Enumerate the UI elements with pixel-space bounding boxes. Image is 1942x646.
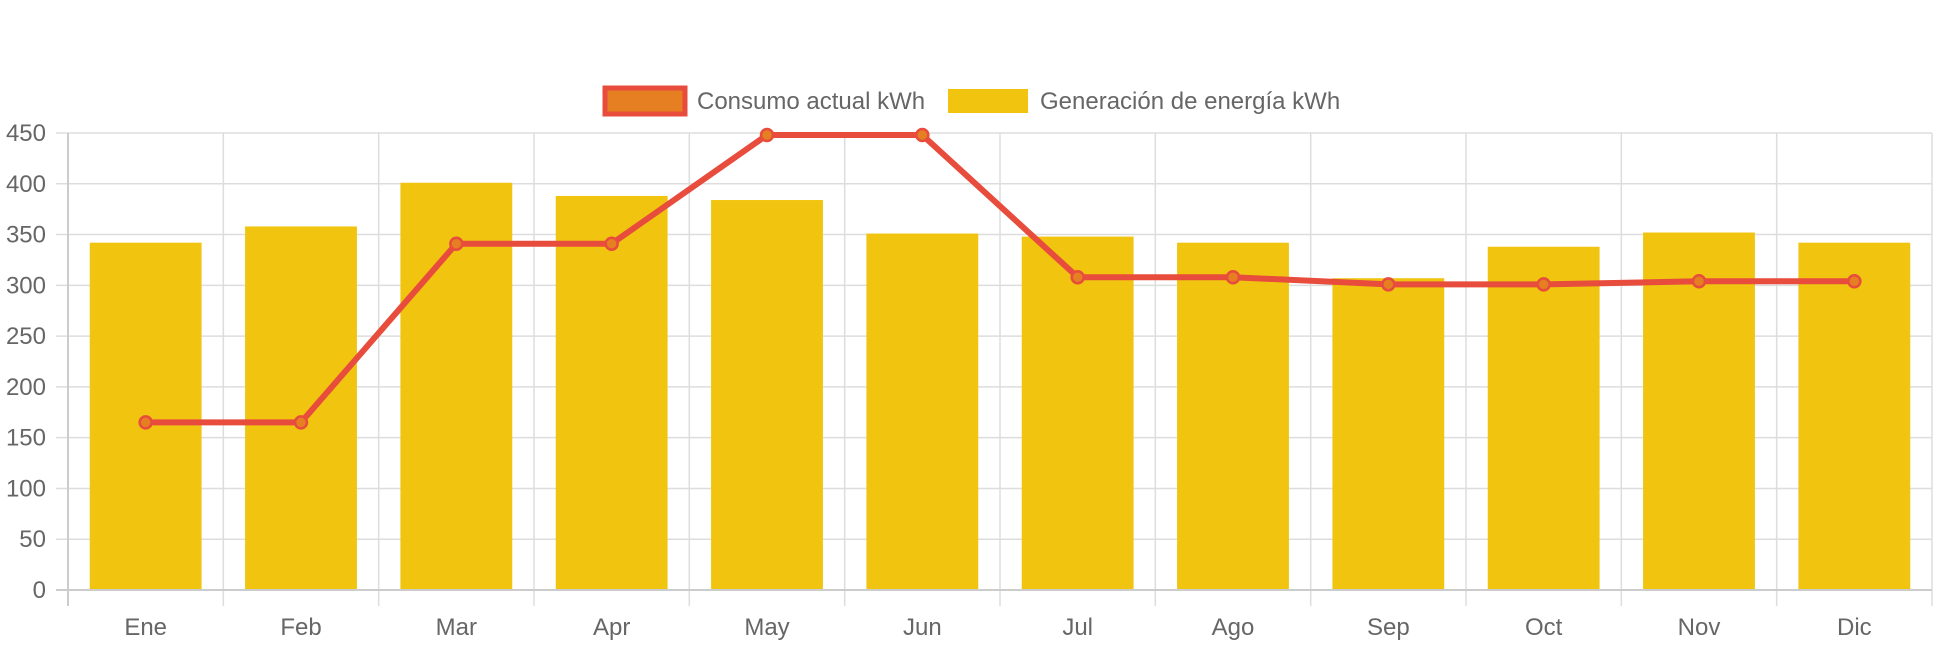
- x-tick-label: Oct: [1525, 614, 1563, 641]
- point-consumo[interactable]: [1536, 277, 1551, 292]
- bar-generacion[interactable]: [245, 226, 357, 591]
- bar-generacion[interactable]: [1643, 232, 1755, 590]
- point-consumo[interactable]: [138, 415, 153, 430]
- legend-label-generacion[interactable]: Generación de energía kWh: [1040, 88, 1340, 115]
- y-tick-label: 50: [19, 526, 46, 553]
- bar-generacion[interactable]: [1177, 242, 1289, 590]
- bar-generacion[interactable]: [1021, 236, 1134, 590]
- y-tick-label: 250: [6, 323, 46, 350]
- bar-generacion[interactable]: [711, 200, 823, 590]
- x-tick-label: Ene: [124, 614, 167, 641]
- x-tick-label: May: [744, 614, 789, 641]
- x-tick-label: Feb: [280, 614, 321, 641]
- legend-swatch-consumo[interactable]: [602, 85, 688, 117]
- point-consumo[interactable]: [759, 127, 775, 143]
- point-consumo[interactable]: [1847, 274, 1862, 289]
- bar-generacion[interactable]: [866, 233, 979, 591]
- point-consumo[interactable]: [449, 236, 464, 251]
- x-tick-label: Jun: [903, 614, 942, 641]
- bar-generacion[interactable]: [1332, 278, 1445, 590]
- x-tick-label: Sep: [1367, 614, 1410, 641]
- y-tick-label: 150: [6, 425, 46, 452]
- x-tick-label: Apr: [593, 614, 630, 641]
- legend-label-consumo[interactable]: Consumo actual kWh: [697, 88, 925, 115]
- y-tick-label: 350: [6, 222, 46, 249]
- point-consumo[interactable]: [1225, 269, 1241, 285]
- x-tick-label: Jul: [1062, 614, 1093, 641]
- line-series: [138, 127, 1862, 430]
- point-consumo[interactable]: [604, 236, 619, 251]
- legend: Consumo actual kWh Generación de energía …: [602, 85, 1340, 117]
- y-tick-label: 0: [33, 577, 46, 604]
- x-tick-label: Dic: [1837, 614, 1872, 641]
- point-consumo[interactable]: [1691, 274, 1707, 289]
- bar-generacion[interactable]: [555, 195, 668, 590]
- y-tick-label: 400: [6, 171, 46, 198]
- legend-swatch-generacion[interactable]: [948, 89, 1028, 113]
- x-tick-label: Mar: [436, 614, 477, 641]
- y-tick-label: 450: [6, 120, 46, 147]
- point-consumo[interactable]: [1381, 277, 1396, 292]
- line-consumo: [145, 132, 1855, 426]
- axes: 0 50 100 150 200 250 300 350 400 450 Ene Feb Mar Apr M…: [6, 120, 1932, 641]
- point-consumo[interactable]: [915, 127, 930, 143]
- x-tick-label: Nov: [1678, 614, 1721, 641]
- point-consumo[interactable]: [1070, 269, 1085, 285]
- bar-generacion[interactable]: [1798, 242, 1911, 590]
- grid-lines: [56, 132, 1933, 606]
- y-tick-label: 300: [6, 272, 46, 299]
- point-consumo[interactable]: [293, 415, 309, 430]
- y-tick-label: 200: [6, 374, 46, 401]
- bar-generacion[interactable]: [1487, 246, 1600, 590]
- y-tick-label: 100: [6, 475, 46, 502]
- x-tick-label: Ago: [1212, 614, 1255, 641]
